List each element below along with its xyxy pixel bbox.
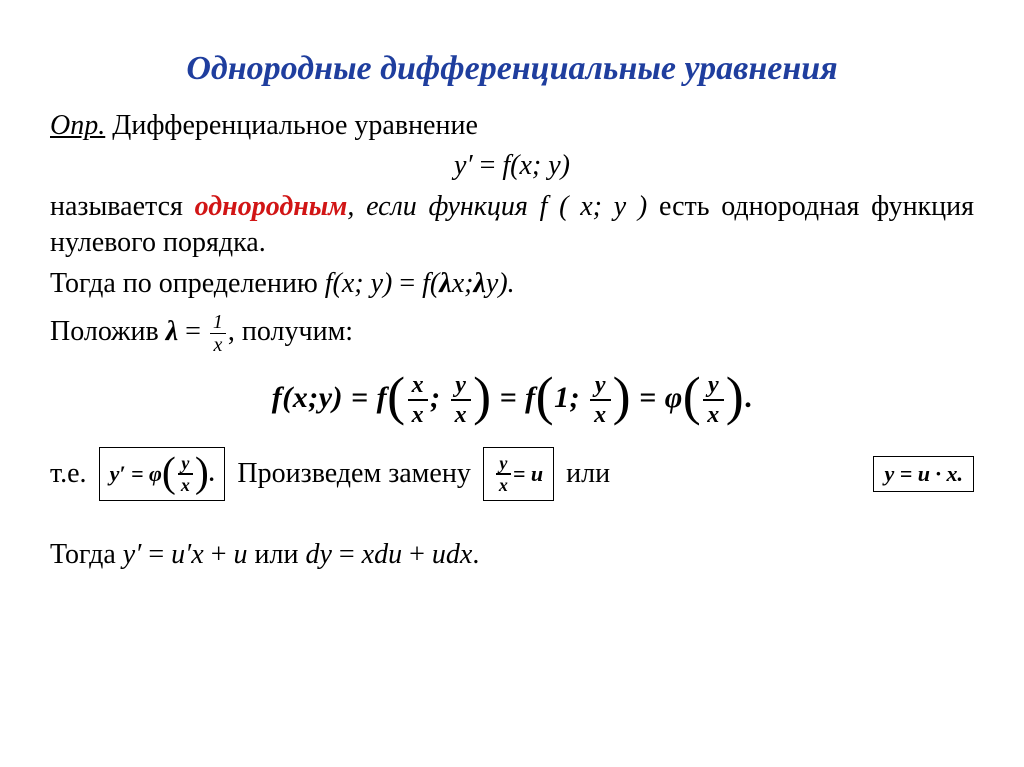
plus-1: + — [204, 539, 234, 570]
frac-xx: xx — [408, 373, 429, 427]
plus-2: + — [402, 539, 432, 570]
frac-1-over-x: 1x — [210, 312, 226, 355]
udx: udx — [432, 539, 472, 570]
box2-den: x — [496, 475, 511, 494]
den-x: x — [210, 334, 226, 355]
fxy: f(x; y) — [325, 268, 393, 299]
eq-sign-2: = — [178, 316, 208, 347]
ie-text: т.е. — [50, 458, 87, 490]
box1-lparen: ( — [162, 459, 176, 488]
u-term: u — [233, 539, 247, 570]
we-get: , получим: — [228, 316, 353, 347]
box1-a: y′ = φ — [110, 463, 162, 485]
box1-dot: . — [209, 463, 215, 485]
ly: y). — [486, 268, 515, 299]
keyword-homogeneous: однородным — [195, 191, 348, 222]
lambda-3: λ — [166, 316, 178, 347]
boxes-row: т.е. y′ = φ(yx). Произведем замену yx = … — [50, 447, 974, 501]
paragraph-homogeneous: называется однородным, если функция f ( … — [50, 189, 974, 262]
box-2: yx = u — [483, 447, 554, 501]
num-1: 1 — [210, 312, 226, 334]
substitute-text: Произведем замену — [237, 458, 470, 490]
one-semi: 1; — [554, 381, 588, 414]
den-x1: x — [408, 401, 429, 427]
box1-den: x — [178, 475, 193, 494]
frac-yx-3: yx — [703, 373, 724, 427]
eq1-lhs: y′ — [454, 150, 473, 181]
rparen-3: ) — [726, 375, 744, 418]
or-text: или — [566, 458, 610, 490]
box1-num: y — [178, 454, 193, 475]
then-text: Тогда — [50, 539, 123, 570]
box2-eq: = u — [513, 463, 543, 485]
definition-line: Опр. Дифференциальное уравнение — [50, 108, 974, 144]
eq-4: = — [332, 539, 362, 570]
box3-content: y = u · x. — [884, 463, 963, 485]
semi-1: ; — [430, 381, 449, 414]
box1-frac: yx — [178, 454, 193, 494]
uprime-x: u′x — [171, 539, 204, 570]
def-text: Дифференциальное уравнение — [105, 110, 478, 141]
beq-a: f(x;y) = f — [272, 381, 387, 414]
beq-b: = f — [492, 381, 536, 414]
box-3: y = u · x. — [873, 456, 974, 492]
main-equation: f(x;y) = f(xx; yx) = f(1; yx) = φ(yx). — [50, 373, 974, 427]
let-text: Положив — [50, 316, 166, 347]
den-x2: x — [451, 401, 472, 427]
lparen-2: ( — [536, 375, 554, 418]
page-title: Однородные дифференциальные уравнения — [50, 50, 974, 88]
box2-num: y — [496, 454, 511, 475]
lx: x; — [452, 268, 474, 299]
dy: dy — [305, 539, 331, 570]
final-line: Тогда y′ = u′x + u или dy = xdu + udx. — [50, 537, 974, 573]
f-open: f( — [422, 268, 439, 299]
box2-frac: yx — [496, 454, 511, 494]
rparen-2: ) — [613, 375, 631, 418]
func-fxy: f ( x; y ) — [540, 191, 648, 222]
den-x4: x — [703, 401, 724, 427]
frac-yx-2: yx — [590, 373, 611, 427]
lambda-2: λ — [473, 268, 485, 299]
num-y3: y — [703, 373, 724, 401]
rparen-1: ) — [473, 375, 491, 418]
num-y1: y — [451, 373, 472, 401]
lparen-1: ( — [387, 375, 405, 418]
num-x1: x — [408, 373, 429, 401]
text-a: называется — [50, 191, 195, 222]
eq-sign: = — [392, 268, 422, 299]
eq1-equals: = — [473, 150, 503, 181]
eq-3: = — [141, 539, 171, 570]
by-definition-line: Тогда по определению f(x; y) = f(λx;λy). — [50, 266, 974, 302]
num-y2: y — [590, 373, 611, 401]
def-label: Опр. — [50, 110, 105, 141]
text-b: , если функция — [347, 191, 539, 222]
box-1: y′ = φ(yx). — [99, 447, 226, 501]
yprime: y′ — [123, 539, 142, 570]
lambda-1: λ — [439, 268, 451, 299]
xdu: xdu — [362, 539, 402, 570]
text-then: Тогда по определению — [50, 268, 325, 299]
let-lambda-line: Положив λ = 1x, получим: — [50, 312, 974, 355]
frac-yx-1: yx — [451, 373, 472, 427]
final-dot: . — [472, 539, 479, 570]
equation-1: y′ = f(x; y) — [50, 148, 974, 184]
den-x3: x — [590, 401, 611, 427]
beq-c: = φ — [631, 381, 683, 414]
or-text-2: или — [247, 539, 305, 570]
box1-rparen: ) — [195, 459, 209, 488]
lparen-3: ( — [683, 375, 701, 418]
eq1-rhs: f(x; y) — [502, 150, 570, 181]
beq-dot: . — [744, 381, 752, 414]
